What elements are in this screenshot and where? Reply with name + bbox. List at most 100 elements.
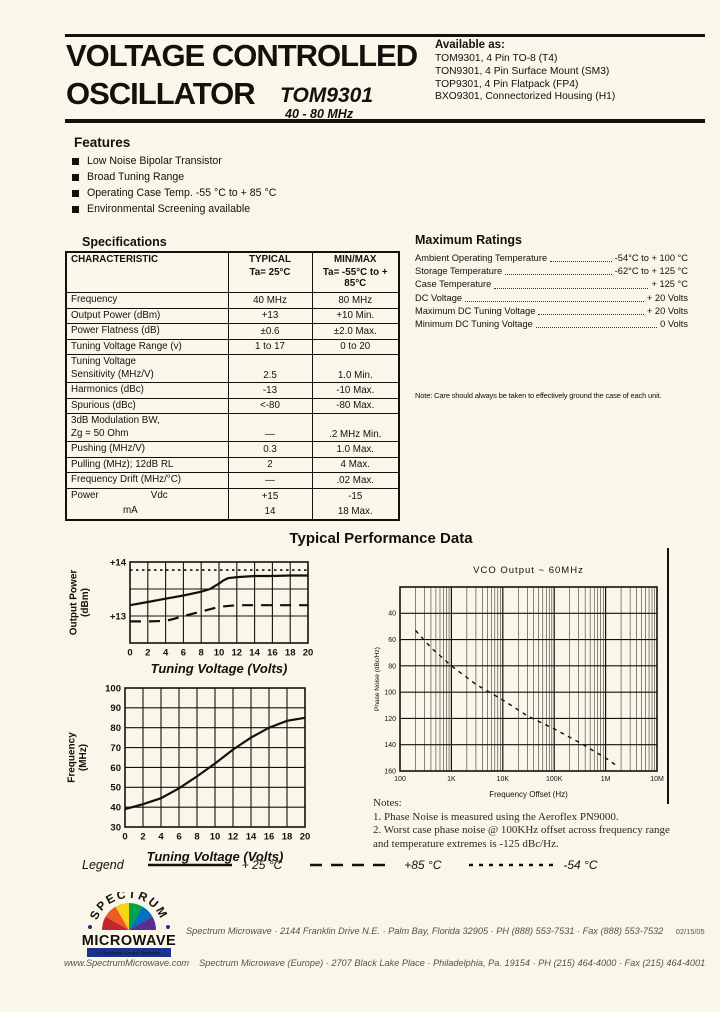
legend-entry: -54 °C — [467, 858, 623, 872]
spec-table-body: Frequency 40 MHz 80 MHz Output Power (dBm) +… — [65, 292, 400, 521]
x-axis-label: Tuning Voltage (Volts) — [147, 849, 284, 864]
available-as-item: TOP9301, 4 Pin Flatpack (FP4) — [435, 78, 579, 90]
chart-title: VCO Output ~ 60MHz — [473, 565, 584, 576]
rainbow-fan-icon — [102, 903, 156, 930]
feature-label: Operating Case Temp. -55 °C to + 85 °C — [87, 187, 277, 199]
spec-minmax-cell: -15 — [311, 487, 400, 505]
x-axis-label: Tuning Voltage (Volts) — [151, 661, 288, 676]
page-title-line1: VOLTAGE CONTROLLED — [66, 38, 418, 73]
maximum-ratings-heading: Maximum Ratings — [415, 233, 522, 247]
y-tick-label: 60 — [388, 637, 396, 644]
rating-name: DC Voltage — [415, 292, 463, 303]
available-as-list: TOM9301, 4 Pin TO-8 (T4) TON9301, 4 Pin S… — [435, 53, 700, 104]
spec-minmax-cell: 18 Max. — [311, 504, 400, 521]
x-tick-label: 100K — [546, 776, 563, 783]
y-tick-label: 100 — [105, 683, 121, 694]
spec-characteristic-cell: Pulling (MHz); 12dB RL — [65, 456, 229, 473]
x-tick-label: 0 — [127, 648, 132, 659]
y-tick-label: 30 — [110, 822, 121, 833]
logo-graphic: SPECTRUM MICROWAVE A Spectrum Control Bu… — [82, 887, 176, 957]
x-tick-label: 2 — [140, 832, 145, 843]
legend-label: Legend — [82, 858, 124, 872]
x-axis-label: Frequency Offset (Hz) — [489, 790, 568, 799]
y-tick-label: 80 — [110, 723, 121, 734]
available-as-label: Available as: — [435, 39, 505, 51]
x-tick-label: 10M — [650, 776, 664, 783]
right-margin-rule — [667, 548, 669, 804]
model-number: TOM9301 — [280, 84, 373, 107]
spec-minmax-cell: 1.0 Max. — [311, 441, 400, 458]
spec-characteristic-cell: Tuning Voltage Sensitivity (MHz/V) — [65, 354, 229, 383]
x-tick-label: 10 — [210, 832, 221, 843]
spec-typical-cell: 1 to 17 — [227, 338, 313, 355]
series-frequency — [124, 716, 306, 811]
feature-item: Operating Case Temp. -55 °C to + 85 °C — [72, 187, 276, 199]
spec-minmax-cell: -10 Max. — [311, 382, 400, 399]
rating-name: Ambient Operating Temperature — [415, 253, 548, 263]
series-phase-noise — [414, 629, 620, 768]
dotted-leader — [538, 314, 644, 316]
grounding-note: Note: Care should always be taken to eff… — [415, 391, 662, 400]
spec-row: Spurious (dBc) <-80 -80 Max. — [65, 397, 400, 414]
spec-minmax-cell: 4 Max. — [311, 456, 400, 473]
spec-row: Frequency 40 MHz 80 MHz — [65, 292, 400, 309]
rating-name: Minimum DC Tuning Voltage — [415, 319, 533, 330]
x-tick-label: 20 — [300, 832, 311, 843]
spec-minmax-cell: .02 Max. — [311, 472, 400, 489]
plot-border — [399, 586, 658, 772]
legend-line-sample — [147, 863, 232, 867]
legend-entry-label: -54 °C — [563, 858, 598, 872]
spec-characteristic-cell: Spurious (dBc) — [65, 397, 229, 414]
spec-row: Power Vdc +15 -15 — [65, 487, 400, 505]
rating-value: -54°C to + 100 °C — [614, 253, 688, 263]
legend-entry: + 25 °C — [146, 858, 309, 872]
x-tick-label: 0 — [122, 832, 127, 843]
spec-characteristic-cell: Harmonics (dBc) — [65, 382, 229, 399]
available-as-item: TOM9301, 4 Pin TO-8 (T4) — [435, 53, 558, 64]
logo-dot-left — [88, 925, 92, 929]
rating-value: + 20 Volts — [646, 305, 688, 316]
y-axis-label: Phase Noise (dBc/Hz) — [374, 647, 381, 711]
features-heading: Features — [74, 135, 131, 150]
plot-border — [129, 561, 309, 644]
spec-row: Power Flatness (dB) ±0.6 ±2.0 Max. — [65, 323, 400, 340]
chart-svg: 100 1K 10K 100K 1M 10M 40 60 80 100 120 140 160 VCO O… — [374, 565, 664, 799]
address-us-line: Spectrum Microwave · 2144 Franklin Drive… — [186, 926, 706, 936]
dotted-leader — [465, 300, 644, 302]
rating-name: Case Temperature — [415, 279, 492, 290]
spec-minmax-cell: -80 Max. — [311, 397, 400, 414]
rating-name: Storage Temperature — [415, 266, 503, 277]
rating-item: Maximum DC Tuning Voltage + 20 Volts — [415, 305, 688, 318]
bullet-square-icon — [72, 173, 79, 181]
spec-typical-cell: 40 MHz — [227, 292, 313, 309]
x-tick-label: 100 — [394, 776, 406, 783]
chart-svg: 0 2 4 6 8 10 12 14 16 18 20 100 90 80 70 60 50 40 30 Tuning… — [66, 683, 311, 864]
x-tick-label: 6 — [176, 832, 181, 843]
x-tick-label: 2 — [145, 648, 150, 659]
spec-minmax-cell: +10 Min. — [311, 307, 400, 324]
legend-entry-label: +85 °C — [404, 858, 442, 872]
feature-item: Broad Tuning Range — [72, 171, 276, 183]
spec-characteristic-cell: Output Power (dBm) — [65, 307, 229, 324]
x-tick-label: 6 — [181, 648, 186, 659]
x-tick-label: 20 — [303, 648, 314, 659]
header-top-rule — [65, 34, 705, 37]
rating-item: Storage Temperature -62°C to + 125 °C — [415, 265, 688, 278]
y-tick-label: 90 — [110, 703, 121, 714]
spec-characteristic-cell: Power Flatness (dB) — [65, 323, 229, 340]
y-tick-label: +13 — [110, 611, 126, 622]
rating-value: + 20 Volts — [646, 292, 688, 303]
spec-row: Pushing (MHz/V) 0.3 1.0 Max. — [65, 441, 400, 458]
spec-row: 3dB Modulation BW, Zg = 50 Ohm — .2 MHz Mi… — [65, 413, 400, 442]
x-tick-label: 4 — [163, 648, 169, 659]
rating-item: Ambient Operating Temperature -54°C to + … — [415, 252, 688, 265]
spec-typical-cell: 2 — [227, 456, 313, 473]
spec-minmax-cell: 0 to 20 — [311, 338, 400, 355]
rating-item: DC Voltage + 20 Volts — [415, 292, 688, 305]
chart-legend: Legend + 25 °C +85 °C -54 °C — [82, 858, 624, 872]
legend-entry: +85 °C — [308, 858, 467, 872]
rating-item: Minimum DC Tuning Voltage 0 Volts — [415, 318, 688, 331]
spec-row: Frequency Drift (MHz/°C) — .02 Max. — [65, 472, 400, 489]
address-europe-line: www.SpectrumMicrowave.com Spectrum Micro… — [64, 958, 714, 968]
y-tick-label: 100 — [384, 690, 396, 697]
